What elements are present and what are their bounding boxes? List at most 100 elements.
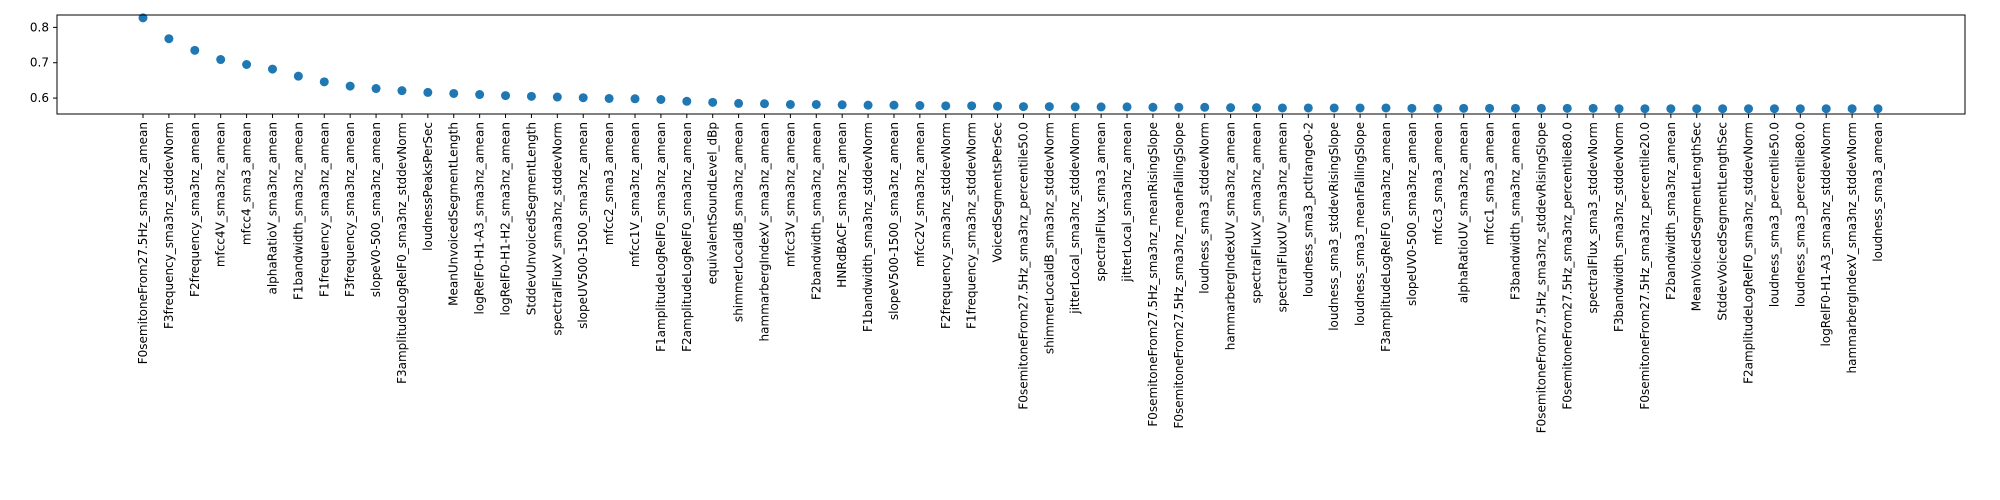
x-tick-label: hammarbergIndexUV_sma3nz_amean [1224,122,1238,350]
x-tick-label: F1bandwidth_sma3nz_amean [291,122,305,300]
data-point [1226,103,1236,113]
x-tick-label: jitterLocal_sma3nz_amean [1120,122,1134,283]
data-point [138,13,148,23]
data-point [1200,102,1210,112]
x-tick-label: loudness_sma3_stddevRisingSlope [1327,122,1341,331]
data-point [371,84,381,94]
x-tick-label: shimmerLocaldB_sma3nz_stddevNorm [1042,122,1056,354]
data-point [1070,102,1080,112]
data-point [941,101,951,111]
x-tick-label: equivalentSoundLevel_dBp [706,122,720,284]
data-point [267,64,277,74]
x-tick-label: slopeUV500-1500_sma3nz_amean [576,122,590,329]
y-tick-label: 0.6 [30,91,49,105]
x-tick-label: mfcc1V_sma3nz_amean [628,122,642,267]
data-point [811,99,821,109]
x-tick-label: spectralFluxV_sma3nz_stddevNorm [550,122,564,336]
x-tick-label: spectralFluxV_sma3nz_amean [1250,122,1264,304]
data-point [293,71,303,81]
x-tick-label: spectralFlux_sma3_stddevNorm [1586,122,1600,313]
x-tick-label: loudness_sma3_pctlrange0-2 [1301,122,1315,297]
data-point [837,100,847,110]
data-point [1018,102,1028,112]
data-point [423,87,433,97]
data-point [785,99,795,109]
data-point [889,100,899,110]
x-tick-label: MeanUnvoicedSegmentLength [447,122,461,306]
data-point [552,92,562,102]
data-point [1407,103,1417,113]
x-tick-label: HNRdBACF_sma3nz_amean [835,122,849,288]
data-point [915,101,925,111]
x-tick-label: F2frequency_sma3nz_stddevNorm [939,122,953,329]
x-tick-label: jitterLocal_sma3nz_stddevNorm [1068,122,1082,315]
x-tick-label: loudness_sma3_stddevNorm [1198,122,1212,294]
x-tick-label: F0semitoneFrom27.5Hz_sma3nz_meanRisingSl… [1146,122,1160,427]
x-tick-label: shimmerLocaldB_sma3nz_amean [732,122,746,322]
x-tick-label: MeanVoicedSegmentLengthSec [1690,122,1704,311]
x-tick-label: spectralFluxUV_sma3nz_amean [1275,122,1289,312]
data-point [1795,104,1805,114]
data-point [1252,103,1262,113]
data-point [1821,104,1831,114]
x-tick-label: mfcc2V_sma3nz_amean [913,122,927,267]
data-point [1692,104,1702,114]
x-tick-label: F2amplitudeLogRelF0_sma3nz_stddevNorm [1742,122,1756,384]
data-point [1381,103,1391,113]
data-point [1329,103,1339,113]
x-tick-label: spectralFlux_sma3_amean [1094,122,1108,281]
x-tick-label: loudnessPeaksPerSec [421,122,435,251]
x-tick-label: hammarbergIndexV_sma3nz_amean [757,122,771,341]
data-point [1174,102,1184,112]
x-tick-label: mfcc1_sma3_amean [1483,122,1497,245]
data-point [1096,102,1106,112]
data-point [1355,103,1365,113]
data-point [242,60,252,69]
x-tick-label: slopeV500-1500_sma3nz_amean [887,122,901,320]
x-tick-label: loudness_sma3_percentile80.0 [1793,122,1807,307]
data-point [1614,104,1624,114]
data-point [397,86,407,96]
data-point [1459,103,1469,113]
data-point [682,96,692,106]
data-point [656,95,666,105]
data-point [993,101,1003,111]
x-tick-label: hammarbergIndexV_sma3nz_stddevNorm [1845,122,1859,373]
data-point [1485,103,1495,113]
data-point [1666,104,1676,114]
data-point [759,99,769,109]
data-point [1769,104,1779,114]
data-point [216,55,226,65]
x-tick-label: logRelF0-H1-H2_sma3nz_amean [499,122,513,316]
x-tick-label: F1frequency_sma3nz_amean [317,122,331,297]
x-axis: F0semitoneFrom27.5Hz_sma3nz_amean F3frequ… [136,114,1885,433]
x-tick-label: F3bandwidth_sma3nz_amean [1508,122,1522,300]
data-point [1718,104,1728,114]
plot-frame [56,14,1966,115]
x-tick-label: F3frequency_sma3nz_stddevNorm [162,122,176,329]
x-tick-label: StddevVoicedSegmentLengthSec [1716,122,1730,321]
data-point [475,90,485,100]
x-tick-label: StddevUnvoicedSegmentLength [524,122,538,315]
data-point [863,100,873,110]
x-tick-label: F0semitoneFrom27.5Hz_sma3nz_stddevRising… [1534,122,1548,433]
data-point [1510,103,1520,113]
x-tick-label: F1amplitudeLogRelF0_sma3nz_amean [654,122,668,352]
data-point [1588,103,1598,113]
data-point [1303,103,1313,113]
data-points [138,13,1883,114]
data-point [1044,102,1054,112]
data-point [734,98,744,108]
x-tick-label: F2frequency_sma3nz_amean [188,122,202,297]
data-point [1744,104,1754,114]
data-point [708,97,718,107]
x-tick-label: mfcc4_sma3_amean [240,122,254,245]
x-tick-label: logRelF0-H1-A3_sma3nz_amean [473,122,487,314]
data-point [1873,104,1883,114]
x-tick-label: slopeV0-500_sma3nz_amean [369,122,383,297]
x-tick-label: mfcc4V_sma3nz_amean [214,122,228,267]
data-point [1847,104,1857,114]
x-tick-label: loudness_sma3_percentile50.0 [1767,122,1781,307]
data-point [319,77,329,87]
data-point [1536,103,1546,113]
